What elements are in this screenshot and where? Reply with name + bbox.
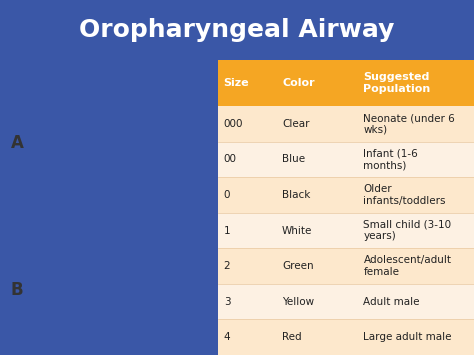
Text: Adolescent/adult
female: Adolescent/adult female <box>364 255 451 277</box>
FancyBboxPatch shape <box>218 213 474 248</box>
Text: 4: 4 <box>224 332 230 342</box>
Text: Black: Black <box>282 190 310 200</box>
Text: Blue: Blue <box>282 154 305 164</box>
Text: Suggested
Population: Suggested Population <box>364 72 431 94</box>
Text: Red: Red <box>282 332 301 342</box>
Text: Color: Color <box>282 78 315 88</box>
Text: 00: 00 <box>224 154 237 164</box>
FancyBboxPatch shape <box>218 320 474 355</box>
Text: Neonate (under 6
wks): Neonate (under 6 wks) <box>364 113 455 135</box>
Text: Infant (1-6
months): Infant (1-6 months) <box>364 149 418 170</box>
Text: Large adult male: Large adult male <box>364 332 452 342</box>
Text: White: White <box>282 225 312 235</box>
Text: Green: Green <box>282 261 314 271</box>
FancyBboxPatch shape <box>351 60 474 106</box>
FancyBboxPatch shape <box>218 142 474 177</box>
FancyBboxPatch shape <box>218 284 474 320</box>
FancyBboxPatch shape <box>218 106 474 142</box>
Text: 3: 3 <box>224 297 230 307</box>
Text: A: A <box>11 134 24 152</box>
Text: 0: 0 <box>224 190 230 200</box>
FancyBboxPatch shape <box>218 177 474 213</box>
Text: Older
infants/toddlers: Older infants/toddlers <box>364 184 446 206</box>
Text: 1: 1 <box>224 225 230 235</box>
Text: Oropharyngeal Airway: Oropharyngeal Airway <box>79 18 395 42</box>
Text: Small child (3-10
years): Small child (3-10 years) <box>364 220 452 241</box>
FancyBboxPatch shape <box>218 60 274 106</box>
FancyBboxPatch shape <box>218 248 474 284</box>
Text: 2: 2 <box>224 261 230 271</box>
FancyBboxPatch shape <box>274 60 351 106</box>
Text: 000: 000 <box>224 119 243 129</box>
Text: B: B <box>11 281 24 299</box>
Text: Clear: Clear <box>282 119 310 129</box>
Text: Size: Size <box>224 78 249 88</box>
Text: Yellow: Yellow <box>282 297 314 307</box>
Text: Adult male: Adult male <box>364 297 420 307</box>
